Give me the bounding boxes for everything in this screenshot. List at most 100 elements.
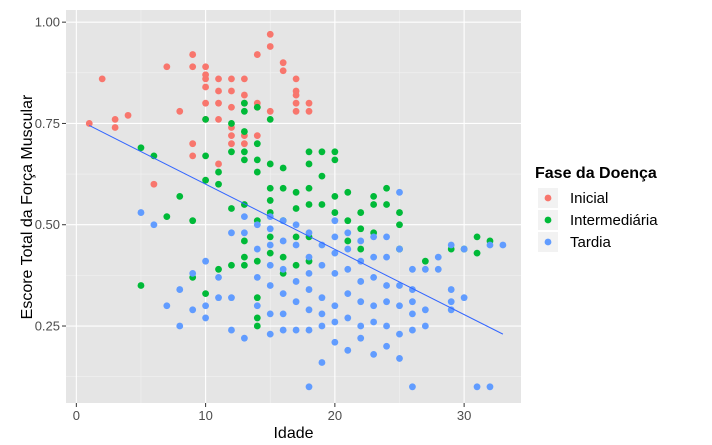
- data-point-tardia: [279, 326, 287, 334]
- data-point-inicial: [228, 132, 235, 139]
- data-point-tardia: [460, 245, 468, 253]
- data-point-intermediaria: [318, 201, 326, 208]
- data-point-tardia: [357, 322, 365, 330]
- data-point-intermediaria: [240, 99, 248, 107]
- data-point-tardia: [279, 290, 287, 298]
- data-point-intermediaria: [215, 168, 222, 176]
- data-point-tardia: [357, 237, 365, 245]
- legend: Fase da Doença Inicial Intermediária Tardi…: [535, 165, 658, 252]
- data-point-tardia: [396, 355, 403, 362]
- data-point-tardia: [253, 245, 261, 253]
- data-point-tardia: [279, 310, 287, 318]
- data-point-inicial: [253, 132, 261, 139]
- data-point-tardia: [253, 302, 261, 310]
- data-point-tardia: [370, 233, 378, 241]
- data-point-tardia: [215, 274, 222, 281]
- y-tick-label: 1.00: [35, 15, 60, 30]
- data-point-inicial: [189, 152, 197, 160]
- data-point-intermediaria: [370, 192, 378, 200]
- data-point-tardia: [266, 261, 274, 269]
- data-point-tardia: [409, 310, 416, 318]
- data-point-tardia: [228, 326, 235, 334]
- y-axis-title: Escore Total da Força Muscular: [19, 94, 36, 319]
- data-point-intermediaria: [137, 144, 145, 152]
- data-point-intermediaria: [421, 257, 429, 265]
- data-point-tardia: [473, 383, 481, 391]
- data-point-tardia: [331, 338, 339, 346]
- data-point-inicial: [228, 103, 235, 111]
- data-point-tardia: [396, 188, 403, 196]
- data-point-intermediaria: [292, 233, 300, 241]
- data-point-inicial: [215, 75, 222, 83]
- data-point-tardia: [176, 286, 184, 293]
- x-tick-label: 0: [73, 408, 80, 423]
- data-point-inicial: [266, 107, 274, 115]
- data-point-inicial: [292, 91, 300, 99]
- data-point-inicial: [215, 115, 222, 123]
- data-point-inicial: [202, 75, 210, 83]
- data-point-inicial: [240, 75, 248, 83]
- data-point-intermediaria: [318, 172, 326, 180]
- data-point-tardia: [370, 274, 378, 281]
- data-point-intermediaria: [253, 294, 261, 302]
- data-point-inicial: [85, 120, 93, 127]
- data-point-intermediaria: [202, 115, 210, 123]
- data-point-intermediaria: [357, 225, 365, 233]
- data-point-tardia: [357, 298, 365, 306]
- data-point-tardia: [486, 241, 494, 249]
- data-point-inicial: [124, 111, 132, 119]
- trend-line: [89, 125, 504, 335]
- data-point-tardia: [228, 294, 235, 302]
- data-point-intermediaria: [137, 282, 145, 289]
- data-point-intermediaria: [240, 128, 248, 135]
- data-point-tardia: [396, 245, 403, 253]
- data-point-intermediaria: [305, 184, 313, 192]
- data-point-tardia: [292, 326, 300, 334]
- data-point-tardia: [383, 342, 390, 350]
- data-point-intermediaria: [163, 213, 171, 221]
- data-point-intermediaria: [266, 160, 274, 168]
- data-point-tardia: [150, 221, 158, 229]
- data-point-intermediaria: [396, 209, 403, 216]
- data-point-inicial: [189, 140, 197, 148]
- x-axis: 0 10 20 30: [73, 403, 471, 423]
- data-point-intermediaria: [305, 148, 313, 156]
- data-point-tardia: [370, 253, 378, 261]
- data-point-inicial: [292, 99, 300, 107]
- data-point-intermediaria: [202, 152, 210, 160]
- data-point-inicial: [189, 51, 197, 58]
- data-point-intermediaria: [240, 156, 248, 164]
- x-tick-label: 30: [457, 408, 471, 423]
- data-point-tardia: [370, 302, 378, 310]
- data-point-tardia: [447, 298, 455, 306]
- data-point-intermediaria: [331, 148, 339, 156]
- data-point-intermediaria: [253, 314, 261, 322]
- data-point-inicial: [292, 75, 300, 83]
- data-point-inicial: [215, 87, 222, 95]
- data-point-intermediaria: [189, 217, 197, 225]
- data-point-tardia: [447, 241, 455, 249]
- x-axis-title: Idade: [273, 425, 313, 442]
- y-tick-label: 0.75: [35, 116, 60, 131]
- data-point-intermediaria: [266, 184, 274, 192]
- data-point-tardia: [305, 383, 313, 391]
- grid-minor: [66, 10, 521, 403]
- data-point-tardia: [305, 229, 313, 237]
- data-point-intermediaria: [215, 265, 222, 273]
- legend-label-inicial: Inicial: [570, 190, 608, 207]
- data-point-intermediaria: [292, 261, 300, 269]
- data-point-intermediaria: [253, 322, 261, 330]
- data-point-tardia: [305, 306, 313, 314]
- data-point-inicial: [98, 75, 106, 83]
- data-point-intermediaria: [253, 257, 261, 265]
- data-point-tardia: [228, 229, 235, 237]
- data-point-inicial: [240, 140, 248, 148]
- data-point-tardia: [383, 298, 390, 306]
- x-tick-label: 10: [198, 408, 212, 423]
- data-point-intermediaria: [357, 245, 365, 253]
- data-point-intermediaria: [331, 156, 339, 164]
- data-point-intermediaria: [253, 156, 261, 164]
- data-point-tardia: [447, 306, 455, 314]
- data-point-tardia: [344, 346, 352, 354]
- data-point-intermediaria: [202, 176, 210, 184]
